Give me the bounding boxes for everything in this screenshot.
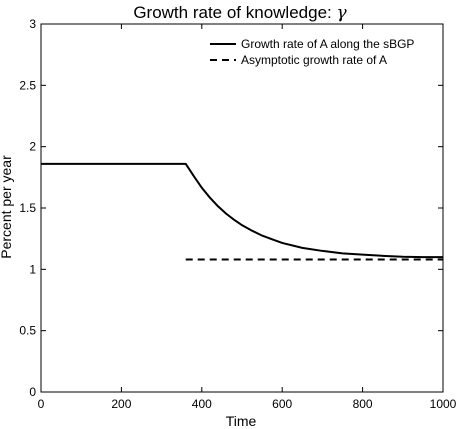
plot-frame [40,23,444,393]
x-tick-label: 800 [353,397,373,411]
y-tick-label: 2 [29,140,36,154]
series-layer [41,162,443,261]
chart-title: Growth rate of knowledge: γ [133,3,347,23]
x-tick-label: 1000 [430,397,457,411]
y-tick-label: 1 [29,262,36,276]
y-axis-label: Percent per year [0,155,14,259]
legend: Growth rate of A along the sBGP Asymptot… [210,37,414,67]
y-tick-label: 1.5 [19,201,36,215]
x-tick-label: 600 [272,397,292,411]
legend-label-asymptotic: Asymptotic growth rate of A [241,53,387,67]
x-tick-label: 0 [38,397,45,411]
legend-label-sbgp: Growth rate of A along the sBGP [241,37,414,51]
series-line-sbgp [41,162,443,259]
x-tick-label: 400 [192,397,212,411]
chart-title-symbol: γ [337,3,348,23]
y-tick-label: 2.5 [19,78,36,92]
y-tick-label: 0 [29,385,36,399]
y-tick-label: 3 [29,17,36,31]
axis-ticks: 0 200 400 600 800 1000 0 0.5 1 1.5 2 2.5 3 [19,17,456,411]
x-tick-label: 200 [111,397,131,411]
x-axis-label: Time [226,413,257,429]
y-tick-label: 0.5 [19,324,36,338]
